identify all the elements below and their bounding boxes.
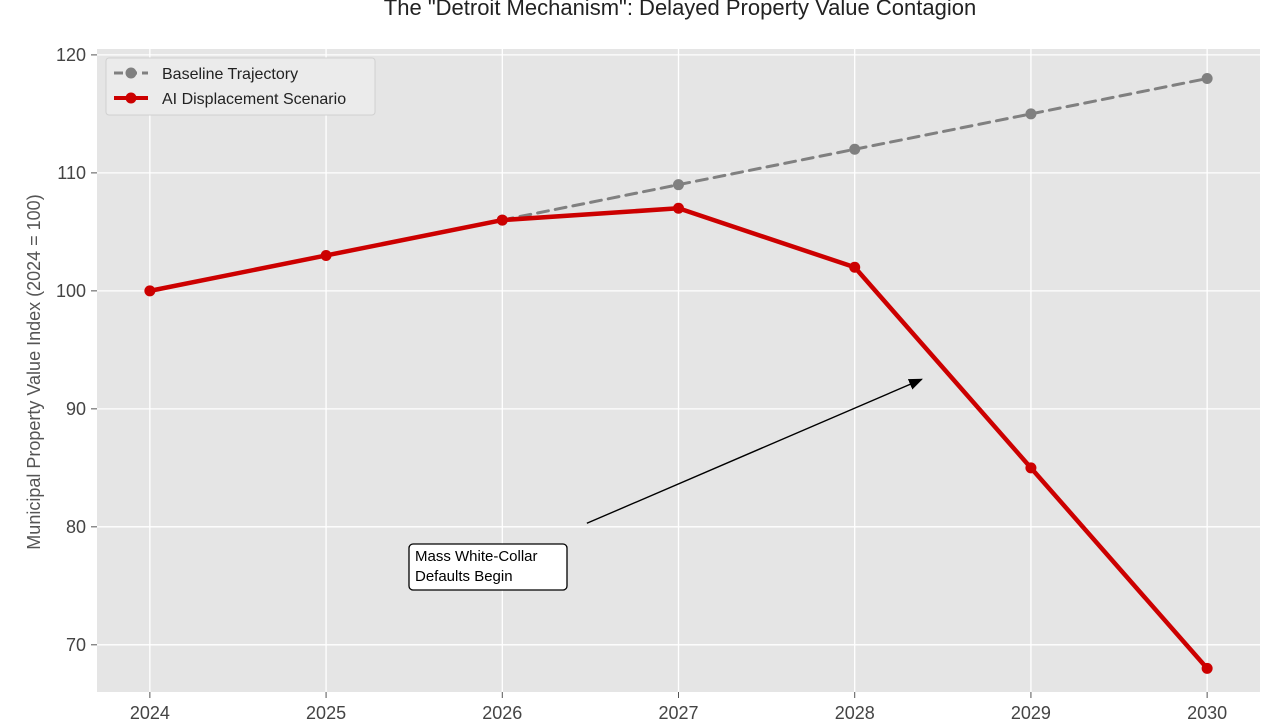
x-tick-label-2030: 2030 [1187,703,1227,720]
data-point-ai-displacement-2027 [673,202,684,214]
data-point-baseline-2027 [673,179,684,191]
legend-item-baseline: Baseline Trajectory [114,66,298,83]
data-point-ai-displacement-2030 [1201,662,1213,674]
annotation-arrow [586,378,923,524]
data-point-ai-displacement-2024 [144,285,156,297]
x-tick-label-2024: 2024 [130,703,170,720]
legend-item-ai-displacement: AI Displacement Scenario [114,91,346,108]
data-point-ai-displacement-2026 [496,214,508,226]
x-tick-label-2027: 2027 [658,703,698,720]
grid-lines [97,49,1260,692]
data-point-baseline-2028 [849,143,861,155]
legend-box [105,57,376,116]
legend-marker-baseline [125,67,137,79]
y-tick-label-80: 80 [66,517,86,537]
data-point-ai-displacement-2028 [849,261,861,273]
data-point-baseline-2029 [1025,108,1037,120]
legend: Baseline Trajectory AI Displacement Scen… [105,57,376,116]
annotation-box [408,543,568,591]
data-point-ai-displacement-2025 [320,249,332,261]
x-tick-label-2025: 2025 [306,703,346,720]
annotation-text-line-1: Mass White-Collar [415,548,538,565]
legend-marker-ai-displacement [125,92,137,104]
y-tick-label-90: 90 [66,399,86,419]
x-tick-label-2029: 2029 [1011,703,1051,720]
y-tick-label-110: 110 [57,163,86,183]
legend-label-ai-displacement: AI Displacement Scenario [162,91,346,108]
axis-ticks: 2024 2025 2026 2027 2028 2029 2030 70 80 90 100 110… [56,45,1227,720]
data-point-baseline-2030 [1201,72,1213,84]
x-tick-label-2028: 2028 [835,703,875,720]
series-ai-displacement [144,202,1213,674]
annotation-text-line-2: Defaults Begin [415,568,513,585]
y-tick-label-70: 70 [66,635,86,655]
legend-label-baseline: Baseline Trajectory [162,66,298,83]
series-lines [144,72,1213,674]
x-tick-label-2026: 2026 [482,703,522,720]
y-tick-label-120: 120 [56,45,86,65]
chart-title: The "Detroit Mechanism": Delayed Propert… [384,0,976,20]
y-axis-label: Municipal Property Value Index (2024 = 1… [24,194,44,549]
annotation: Mass White-Collar Defaults Begin [408,378,923,591]
y-tick-label-100: 100 [56,281,86,301]
data-point-ai-displacement-2029 [1025,462,1037,474]
